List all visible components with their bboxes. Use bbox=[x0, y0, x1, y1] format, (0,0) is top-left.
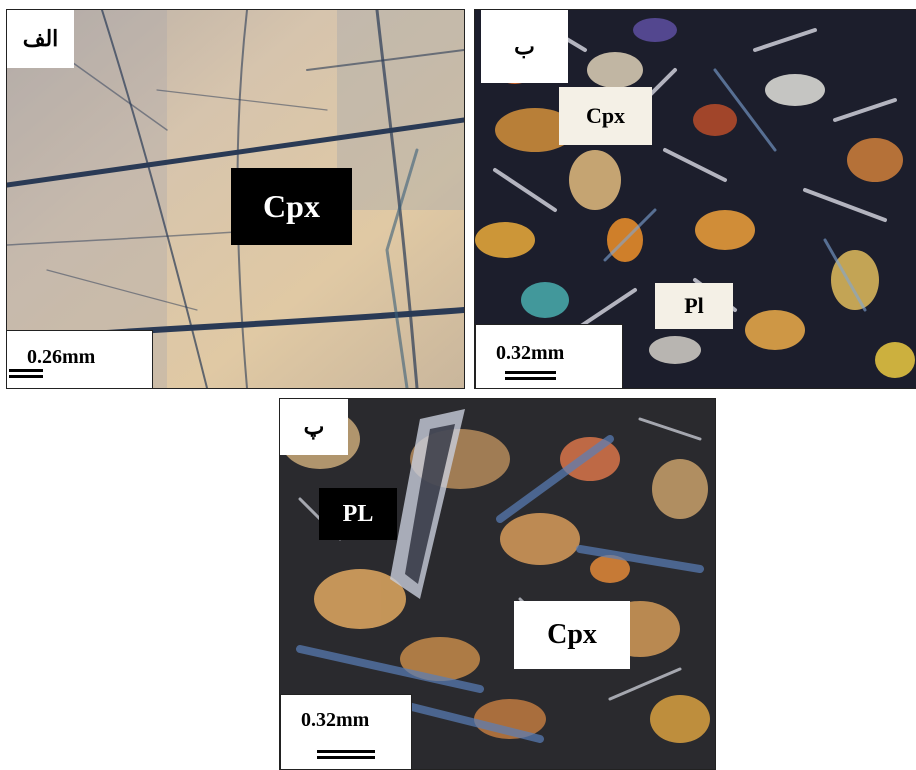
micrograph-a-image bbox=[7, 10, 464, 388]
scale-label-c: 0.32mm bbox=[301, 709, 370, 731]
panel-tag-c: پ bbox=[280, 399, 348, 455]
photomicrograph-b: ب Cpx Pl 0.32mm bbox=[474, 9, 916, 389]
scale-box-a: 0.26mm bbox=[7, 330, 153, 388]
scale-label-b: 0.32mm bbox=[496, 342, 565, 364]
scale-bar-c bbox=[317, 750, 375, 753]
micrograph-c-image bbox=[280, 399, 715, 769]
photomicrograph-c: پ PL Cpx 0.32mm bbox=[279, 398, 716, 770]
scale-label-a: 0.26mm bbox=[27, 346, 96, 368]
mineral-label-pl: PL bbox=[319, 488, 397, 540]
mineral-label-cpx: Cpx bbox=[559, 87, 652, 145]
scale-bar-b-2 bbox=[505, 377, 556, 380]
scale-box-c: 0.32mm bbox=[280, 694, 412, 769]
panel-tag-b: ب bbox=[481, 10, 568, 83]
panel-tag-a: الف bbox=[7, 10, 74, 68]
scale-bar-a-2 bbox=[9, 375, 43, 378]
mineral-label-cpx: Cpx bbox=[514, 601, 630, 669]
scale-box-b: 0.32mm bbox=[475, 324, 623, 388]
scale-bar-a bbox=[9, 369, 43, 372]
scale-bar-b bbox=[505, 371, 556, 374]
mineral-label-cpx: Cpx bbox=[231, 168, 352, 245]
photomicrograph-a: الف Cpx 0.26mm bbox=[6, 9, 465, 389]
mineral-label-pl: Pl bbox=[655, 283, 733, 329]
scale-bar-c-2 bbox=[317, 756, 375, 759]
